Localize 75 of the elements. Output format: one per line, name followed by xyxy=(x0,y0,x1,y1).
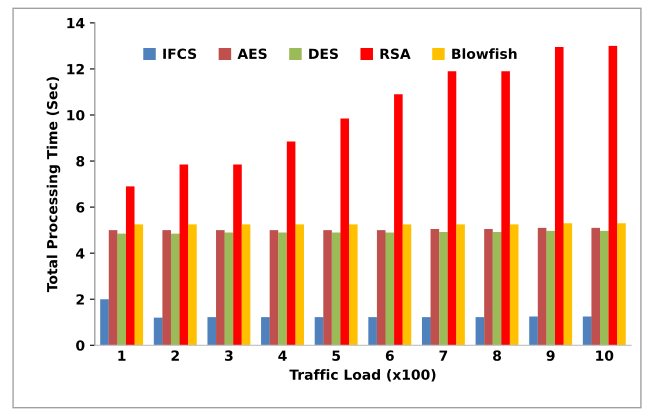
y-tick-label: 4 xyxy=(76,248,84,258)
legend-label: AES xyxy=(237,48,267,60)
bar xyxy=(394,94,403,346)
x-tick-label: 10 xyxy=(596,350,614,361)
y-tick-label: 12 xyxy=(67,64,84,74)
bar xyxy=(332,232,340,346)
bar xyxy=(385,232,394,346)
x-tick-label: 3 xyxy=(224,350,233,361)
bar xyxy=(484,228,493,346)
bar xyxy=(529,316,538,346)
bar xyxy=(278,232,287,346)
bar xyxy=(207,317,216,346)
bar xyxy=(430,228,440,346)
y-tick-label: 14 xyxy=(67,18,84,28)
bar xyxy=(538,228,546,346)
bar xyxy=(162,230,171,346)
legend-label: RSA xyxy=(380,48,411,60)
bar xyxy=(510,224,518,346)
bar xyxy=(261,317,270,346)
y-tick-label: 0 xyxy=(76,340,84,351)
y-tick-label: 2 xyxy=(76,294,84,304)
bar xyxy=(422,317,431,346)
bar xyxy=(224,232,234,346)
bar xyxy=(439,232,448,346)
bar xyxy=(376,230,386,346)
bar xyxy=(154,318,162,346)
bar xyxy=(286,141,296,346)
bar xyxy=(554,47,564,346)
bar xyxy=(608,46,618,346)
bar xyxy=(617,223,626,346)
y-tick-label: 8 xyxy=(76,156,84,167)
bar xyxy=(600,230,609,346)
bar xyxy=(492,232,502,346)
x-tick-label: 1 xyxy=(118,350,126,361)
x-tick-label: 9 xyxy=(546,350,555,361)
x-tick-label: 8 xyxy=(493,350,502,361)
x-tick-label: 2 xyxy=(172,350,179,361)
bar xyxy=(448,71,456,346)
bar xyxy=(582,316,592,346)
bar xyxy=(402,224,412,346)
y-tick-label: 10 xyxy=(67,110,84,120)
bar xyxy=(134,224,144,346)
bar xyxy=(188,224,197,346)
y-tick-label: 6 xyxy=(76,202,84,213)
bar xyxy=(295,224,304,346)
bar xyxy=(242,224,250,346)
legend-label: Blowfish xyxy=(452,48,517,60)
legend-label: IFCS xyxy=(163,48,196,60)
bar xyxy=(233,164,242,346)
bar xyxy=(501,71,510,346)
bar xyxy=(108,230,118,346)
y-axis-title: Total Processing Time (Sec) xyxy=(46,77,60,292)
bar xyxy=(323,230,332,346)
x-axis-title: Traffic Load (x100) xyxy=(289,369,436,382)
bar xyxy=(100,299,109,346)
bar xyxy=(170,234,180,346)
bar xyxy=(340,118,350,346)
x-tick-label: 6 xyxy=(386,350,394,361)
x-tick-label: 7 xyxy=(440,350,448,361)
bar xyxy=(126,186,135,346)
bar xyxy=(368,317,377,346)
bar xyxy=(270,230,278,346)
bar xyxy=(117,234,126,346)
x-tick-label: 5 xyxy=(332,350,340,361)
bar xyxy=(349,224,358,346)
legend-label: DES xyxy=(309,48,338,60)
bar xyxy=(564,223,572,346)
bar xyxy=(180,164,188,346)
bar xyxy=(456,224,465,346)
bar xyxy=(476,317,484,346)
bar xyxy=(314,317,324,346)
bar xyxy=(591,228,600,346)
bar xyxy=(216,230,225,346)
bar xyxy=(546,230,555,346)
x-tick-label: 4 xyxy=(278,350,287,361)
